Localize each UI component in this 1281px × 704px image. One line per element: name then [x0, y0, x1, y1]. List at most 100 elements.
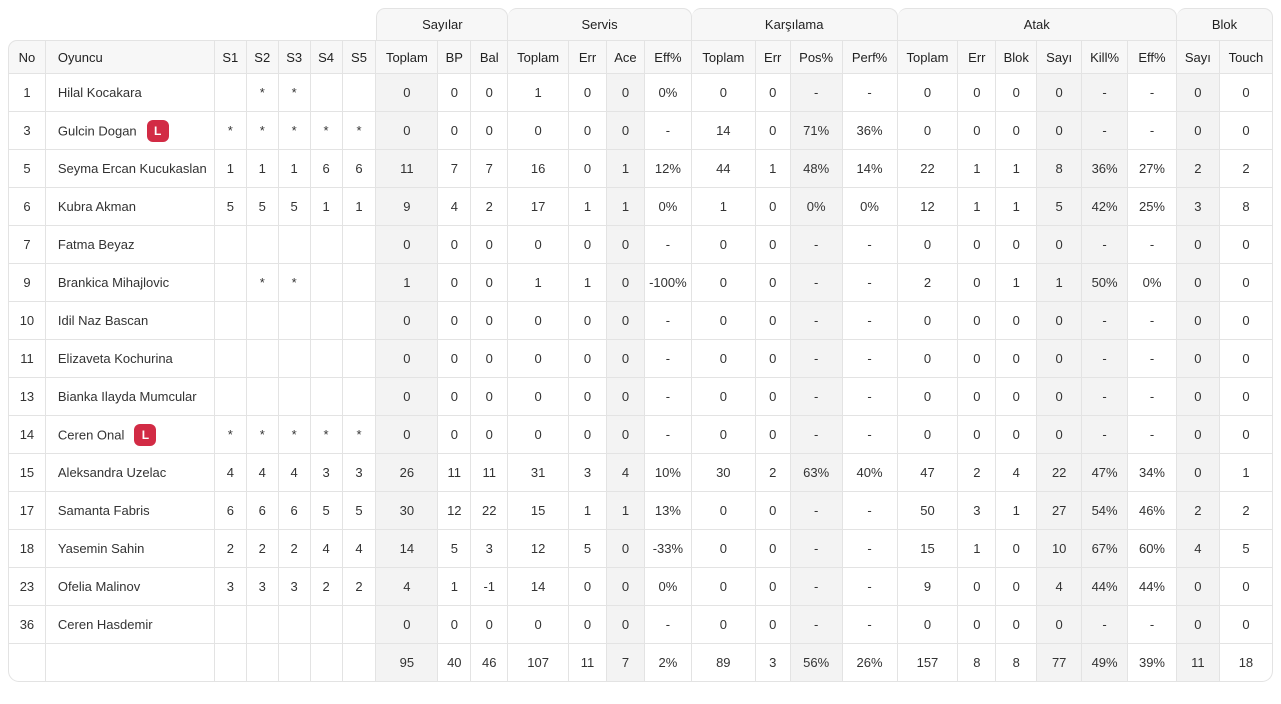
stat-cell: 0	[1219, 340, 1273, 378]
stat-cell: 0	[471, 378, 509, 416]
set-cell-s2	[246, 226, 279, 264]
set-cell-s5: *	[342, 112, 377, 150]
stat-cell: 12	[438, 492, 472, 530]
set-cell-s4	[310, 340, 343, 378]
stat-cell: 0	[755, 302, 791, 340]
stat-cell: -	[842, 340, 898, 378]
set-cell-s4: 3	[310, 454, 343, 492]
stat-cell: 14%	[842, 150, 898, 188]
stat-cell: 0	[996, 226, 1038, 264]
column-header-oyuncu: Oyuncu	[45, 40, 215, 74]
stat-cell: 5	[1219, 530, 1273, 568]
stat-cell: 60%	[1128, 530, 1177, 568]
set-cell-s1: *	[214, 112, 247, 150]
set-cell-s1	[214, 644, 247, 682]
stat-cell: 0	[755, 416, 791, 454]
set-cell-s5	[342, 378, 377, 416]
set-cell-s5: 1	[342, 188, 377, 226]
stat-cell: 107	[508, 644, 570, 682]
stat-cell: 0	[1176, 264, 1220, 302]
stat-cell: 0%	[644, 188, 692, 226]
stat-cell: 0	[755, 568, 791, 606]
set-cell-s5	[342, 606, 377, 644]
stat-cell: 1	[376, 264, 439, 302]
stat-cell: 2%	[644, 644, 692, 682]
table-row: 9 Brankica Mihajlovic * * 1 0 0 1 1 0 -100% 0 0- -2 0 1…	[8, 264, 1273, 302]
stat-cell: 42%	[1082, 188, 1129, 226]
stat-cell: 0	[606, 568, 645, 606]
stat-cell: 46%	[1128, 492, 1177, 530]
column-header-s2: S2	[246, 40, 279, 74]
stat-cell: 0	[1176, 606, 1220, 644]
stat-cell: 2	[1176, 150, 1220, 188]
stat-cell: 1	[438, 568, 472, 606]
set-cell-s3	[278, 606, 311, 644]
column-header-kar-lama-toplam: Toplam	[691, 40, 756, 74]
stat-cell: 0	[569, 340, 607, 378]
set-cell-s2	[246, 606, 279, 644]
set-cell-s5: 4	[342, 530, 377, 568]
totals-row: 95 40 46 107 11 7 2% 89 3 56% 26% 157 8 8 77 49% 39% 11 18	[8, 644, 1273, 682]
set-cell-s1: *	[214, 416, 247, 454]
stat-cell: 77	[1037, 644, 1083, 682]
set-cell-s5: 3	[342, 454, 377, 492]
stat-cell: 4	[996, 454, 1038, 492]
stat-cell: 0	[569, 74, 607, 112]
player-name-cell: Brankica Mihajlovic	[45, 264, 215, 302]
stat-cell: 0	[755, 264, 791, 302]
stat-cell: 1	[569, 492, 607, 530]
player-name-cell: Hilal Kocakara	[45, 74, 215, 112]
set-cell-s5	[342, 644, 377, 682]
stat-cell: 0	[755, 188, 791, 226]
set-cell-s2: 2	[246, 530, 279, 568]
stats-page: Sayılar Servis Karşılama Atak Blok No Oyuncu S…	[8, 8, 1273, 682]
column-header-kar-lama-perfpct: Perf%	[842, 40, 898, 74]
stat-cell: 47	[897, 454, 959, 492]
stat-cell: -	[1082, 416, 1129, 454]
stat-cell: 0	[438, 74, 472, 112]
stat-cell: 0	[897, 226, 959, 264]
stat-cell: 0	[996, 606, 1038, 644]
stat-cell: 0	[471, 416, 509, 454]
stat-cell: 3	[569, 454, 607, 492]
stat-cell: 0	[1219, 416, 1273, 454]
stat-cell: 1	[996, 188, 1038, 226]
stat-cell: 0	[606, 226, 645, 264]
stat-cell: 0	[1176, 454, 1220, 492]
stat-cell: 56%	[790, 644, 843, 682]
stat-cell: 9	[376, 188, 439, 226]
stat-cell: -	[644, 416, 692, 454]
stat-cell: 15	[897, 530, 959, 568]
stat-cell: -	[790, 378, 843, 416]
stat-cell: 0	[897, 378, 959, 416]
player-name: Bianka Ilayda Mumcular	[57, 389, 197, 405]
stat-cell: 5	[438, 530, 472, 568]
stat-cell: -	[790, 340, 843, 378]
player-number-cell: 3	[8, 112, 46, 150]
set-cell-s5: *	[342, 416, 377, 454]
stat-cell: 0	[755, 606, 791, 644]
player-name: Brankica Mihajlovic	[57, 275, 170, 291]
stat-cell: 0	[508, 340, 570, 378]
set-cell-s1: 5	[214, 188, 247, 226]
stat-cell: 2	[897, 264, 959, 302]
stat-cell: -	[842, 606, 898, 644]
table-row: 1 Hilal Kocakara * * 0 0 0 1 0 0 0% 0 0- -0 0 0 0- -0 0	[8, 74, 1273, 112]
stat-cell: 44%	[1128, 568, 1177, 606]
set-cell-s2: *	[246, 264, 279, 302]
stat-cell: 0	[606, 302, 645, 340]
player-name-cell: Samanta Fabris	[45, 492, 215, 530]
set-cell-s5	[342, 74, 377, 112]
stat-cell: 7	[438, 150, 472, 188]
set-cell-s4	[310, 74, 343, 112]
stat-cell: 36%	[1082, 150, 1129, 188]
set-cell-s2: 1	[246, 150, 279, 188]
set-cell-s3: *	[278, 264, 311, 302]
stat-cell: -	[842, 264, 898, 302]
player-stats-table: Sayılar Servis Karşılama Atak Blok No Oyuncu S…	[8, 8, 1273, 682]
set-cell-s1: 3	[214, 568, 247, 606]
stat-cell: 0	[691, 340, 756, 378]
stat-cell: 1	[958, 530, 997, 568]
stat-cell: 0	[691, 378, 756, 416]
stat-cell: 0	[471, 302, 509, 340]
